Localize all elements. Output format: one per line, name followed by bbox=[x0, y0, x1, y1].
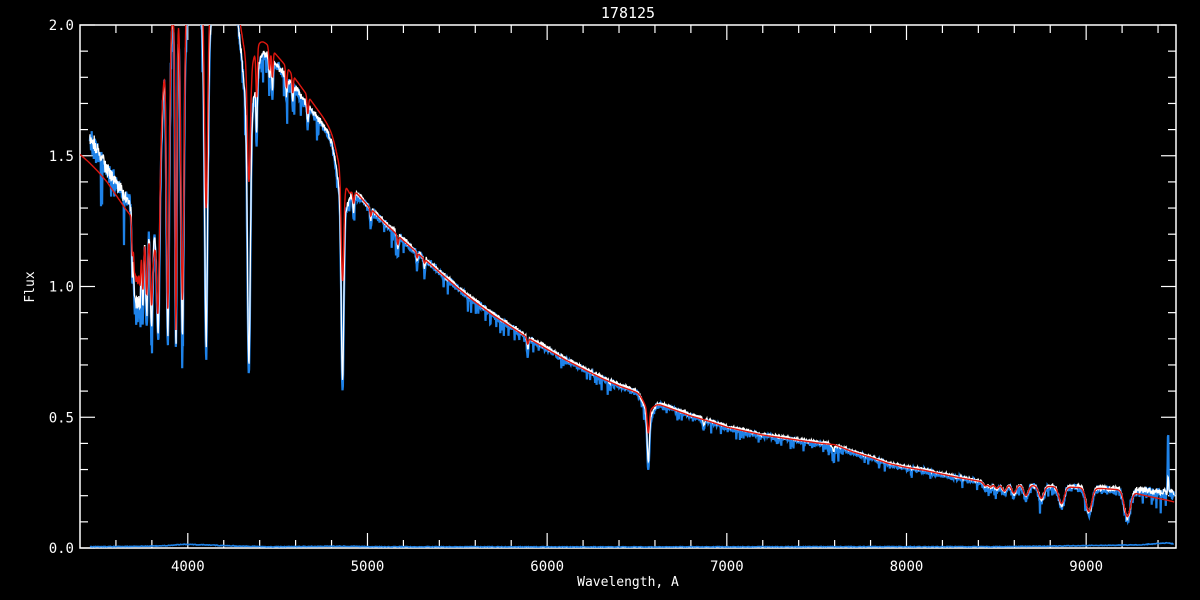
y-tick-label: 2.0 bbox=[49, 18, 74, 34]
spectrum-series-group bbox=[80, 25, 1176, 548]
x-tick-label: 6000 bbox=[530, 559, 564, 575]
axis-ticks bbox=[80, 24, 1176, 549]
y-tick-label: 1.5 bbox=[49, 149, 74, 165]
x-tick-label: 8000 bbox=[890, 559, 924, 575]
model-spectrum-red-line bbox=[80, 25, 1175, 518]
error-spectrum-line bbox=[89, 541, 1174, 548]
x-tick-label: 5000 bbox=[351, 559, 385, 575]
y-tick-label: 0.5 bbox=[49, 410, 74, 426]
y-axis-label: Flux bbox=[23, 271, 38, 302]
x-tick-label: 4000 bbox=[171, 559, 205, 575]
y-axis-tick-labels: 0.0 0.5 1.0 1.5 2.0 bbox=[49, 18, 74, 557]
x-axis-tick-labels: 4000 5000 6000 7000 8000 9000 bbox=[171, 559, 1103, 575]
y-tick-label: 1.0 bbox=[49, 280, 74, 296]
x-axis-label: Wavelength, A bbox=[577, 575, 679, 590]
x-tick-label: 9000 bbox=[1069, 559, 1103, 575]
x-tick-label: 7000 bbox=[710, 559, 744, 575]
y-tick-label: 0.0 bbox=[49, 541, 74, 557]
chart-title: 178125 bbox=[601, 4, 655, 22]
